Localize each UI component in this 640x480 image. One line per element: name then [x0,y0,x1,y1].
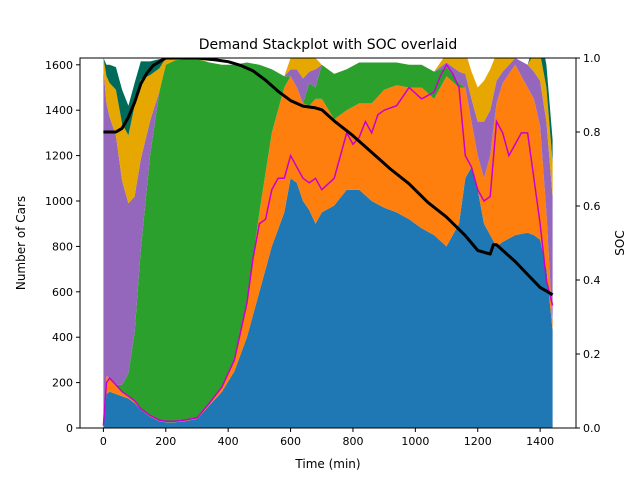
y-tick-label: 1200 [45,150,73,163]
x-tick-label: 600 [280,435,301,448]
x-axis: 0 200 400 600 800 1000 1200 1400 [100,428,554,448]
y2-tick-label: 1.0 [583,52,601,65]
chart-title: Demand Stackplot with SOC overlaid [199,37,458,53]
x-tick-label: 1400 [526,435,554,448]
y-tick-label: 1600 [45,59,73,72]
y2-tick-label: 0.8 [583,126,601,139]
y-tick-label: 600 [52,286,73,299]
y-axis-label: Number of Cars [14,196,28,290]
x-tick-label: 400 [218,435,239,448]
area-series-1 [103,167,553,428]
y2-tick-label: 0.6 [583,200,601,213]
y-tick-label: 1400 [45,104,73,117]
y2-tick-label: 0.2 [583,348,601,361]
y-axis-left: 0 200 400 600 800 1000 1200 1400 1600 [45,59,80,435]
y-tick-label: 1000 [45,195,73,208]
area-series-3 [103,59,553,422]
x-axis-label: Time (min) [294,457,360,471]
y-axis-right: 0.0 0.2 0.4 0.6 0.8 1.0 [576,52,601,435]
y-tick-label: 400 [52,331,73,344]
x-tick-label: 0 [100,435,107,448]
area-series-7 [103,58,553,163]
x-tick-label: 800 [342,435,363,448]
x-tick-label: 1000 [401,435,429,448]
overlay-lines [102,58,554,426]
stacked-areas [103,58,553,428]
y2-tick-label: 0.0 [583,422,601,435]
y-tick-label: 200 [52,377,73,390]
soc-line [103,58,554,297]
y2-axis-label: SOC [613,230,627,255]
y-tick-label: 800 [52,240,73,253]
y2-tick-label: 0.4 [583,274,601,287]
x-tick-label: 200 [155,435,176,448]
x-tick-label: 1200 [464,435,492,448]
area-series-2 [103,64,553,426]
magenta-demand-line [102,63,554,426]
plot-frame [79,57,577,429]
y-tick-label: 0 [66,422,73,435]
